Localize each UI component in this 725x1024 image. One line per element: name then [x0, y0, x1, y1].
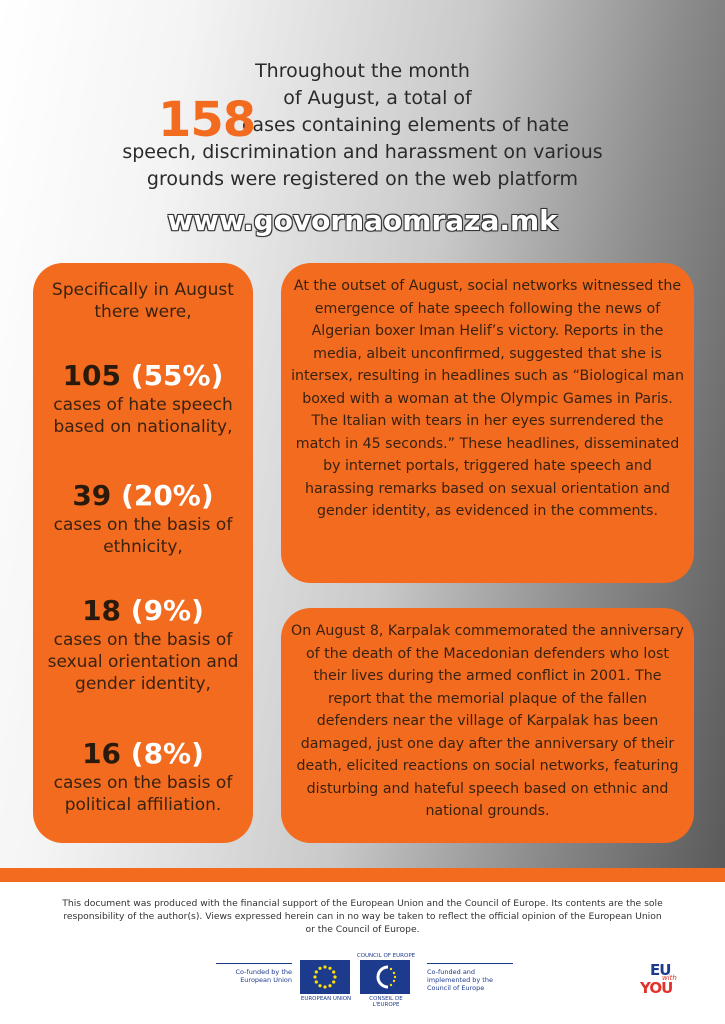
stat-percent: (20%) — [121, 479, 214, 512]
stat-count: 39 — [72, 479, 112, 512]
statistics-box: Specifically in August there were, 105 (… — [33, 263, 253, 843]
footer-divider — [0, 868, 725, 882]
stat-count: 16 — [82, 737, 122, 770]
total-cases-number: 158 — [158, 92, 256, 148]
stat-percent: (9%) — [130, 594, 204, 627]
stat-item: 16 (8%) cases on the basis of political … — [33, 736, 253, 816]
brand-text-eu: EU — [650, 961, 671, 979]
poster-background: Throughout the month of August, a total … — [0, 0, 725, 870]
stat-item: 39 (20%) cases on the basis of ethnicity… — [33, 478, 253, 558]
stat-percent: (8%) — [130, 737, 204, 770]
intro-line-4: speech, discrimination and harassment on… — [122, 141, 603, 163]
coe-label-top: COUNCIL OF EUROPE — [356, 953, 416, 959]
stat-percent: (55%) — [130, 359, 224, 392]
stat-item: 105 (55%) cases of hate speech based on … — [33, 358, 253, 438]
divider — [216, 963, 292, 964]
stat-count: 105 — [62, 359, 122, 392]
coe-cofunded-text: Co-funded and implemented by the Council… — [427, 968, 493, 992]
eu-with-you-logo: EU with YOU — [640, 961, 700, 1011]
intro-line-2: of August, a total of — [283, 87, 472, 109]
eu-flag-icon — [300, 960, 350, 994]
stat-description: cases on the basis of ethnicity, — [53, 515, 233, 557]
logo-strip: Co-funded by the European Union EUROPEAN… — [0, 953, 725, 1015]
stat-description: cases on the basis of political affiliat… — [53, 773, 233, 815]
story-box-karpalak: On August 8, Karpalak commemorated the a… — [281, 608, 694, 843]
statistics-lead: Specifically in August there were, — [52, 280, 234, 322]
intro-line-5: grounds were registered on the web platf… — [146, 168, 579, 190]
stat-count: 18 — [82, 594, 122, 627]
coe-label: CONSEIL DE L'EUROPE — [369, 996, 403, 1008]
website-url: www.govornaomraza.mk — [167, 204, 558, 237]
divider — [427, 963, 513, 964]
intro-line-3: cases containing elements of hate — [241, 114, 570, 136]
brand-text-you: YOU — [640, 979, 673, 997]
story-box-boxer: At the outset of August, social networks… — [281, 263, 694, 583]
stat-description: cases on the basis of sexual orientation… — [47, 630, 239, 694]
eu-label: EUROPEAN UNION — [300, 996, 352, 1002]
intro-line-1: Throughout the month — [255, 60, 470, 82]
eu-cofunded-text: Co-funded by the European Union — [235, 968, 292, 984]
stat-description: cases of hate speech based on nationalit… — [53, 395, 233, 437]
council-of-europe-logo-icon — [360, 960, 410, 994]
brand-text-with: with — [662, 974, 677, 982]
intro-text: Throughout the month of August, a total … — [60, 58, 665, 193]
stat-item: 18 (9%) cases on the basis of sexual ori… — [33, 593, 253, 695]
disclaimer-text: This document was produced with the fina… — [62, 898, 663, 935]
